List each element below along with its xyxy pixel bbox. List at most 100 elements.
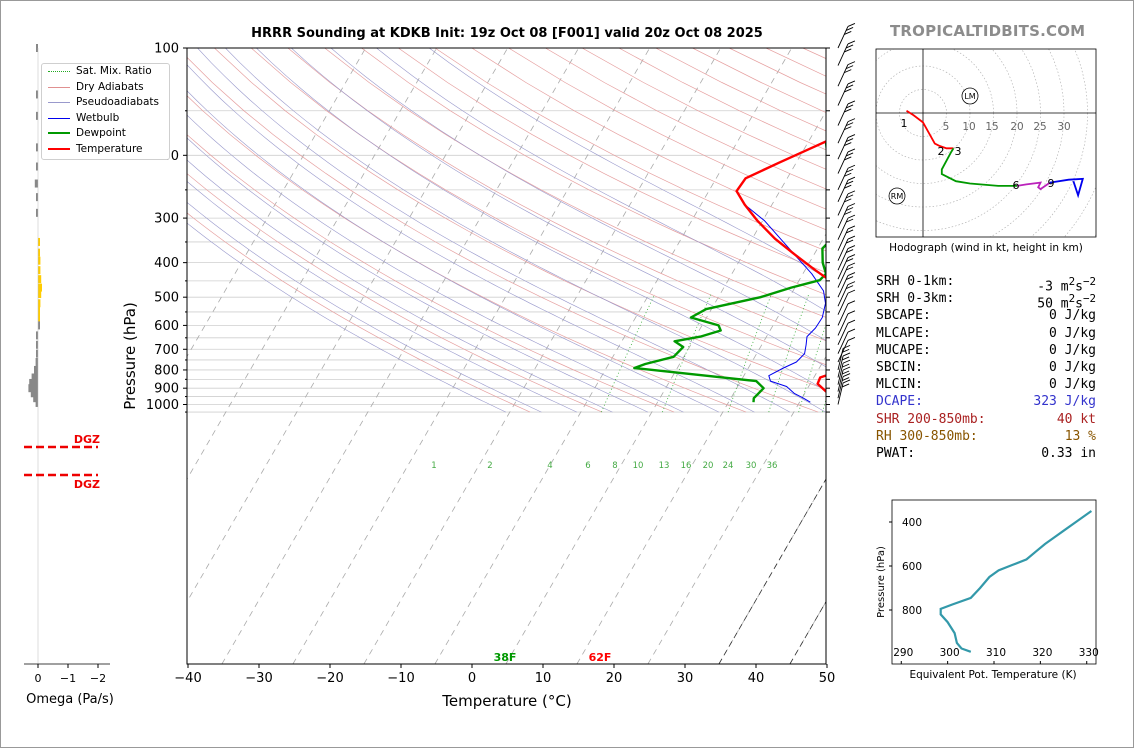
storm-motion-marker — [961, 87, 979, 105]
omega-bar — [29, 378, 38, 387]
wind-barb-flag — [847, 214, 856, 219]
wind-barb-flag — [844, 142, 852, 146]
omega-bar — [38, 266, 41, 275]
wind-barb-flag — [844, 108, 852, 113]
stat-row: SBCIN: 0 J/kg — [876, 359, 1096, 375]
omega-bar — [36, 143, 38, 152]
omega-bar — [38, 248, 40, 257]
theta-e-frame — [891, 499, 1097, 665]
hodograph-ring-label: 30 — [1057, 121, 1070, 133]
mixing-ratio-label: 8 — [612, 461, 617, 471]
wind-barb — [837, 206, 849, 229]
wind-barb — [837, 64, 849, 87]
wind-barb-flag — [845, 285, 854, 290]
y-tick-label: 600 — [154, 319, 179, 334]
wind-barb-flag — [841, 383, 850, 388]
pseudoadiabat — [291, 48, 826, 368]
x-tick-label: −30 — [245, 671, 272, 686]
wind-barb-flag — [842, 379, 851, 384]
wind-barb-flag — [841, 363, 850, 368]
wind-barb-flag — [842, 344, 851, 349]
theta-e-y-tick-label: 800 — [902, 605, 922, 617]
wind-barb — [837, 303, 849, 326]
mixing-ratio-label: 4 — [547, 461, 552, 471]
wind-barb — [837, 26, 849, 49]
pseudoadiabat — [187, 222, 507, 413]
omega-bar — [38, 283, 42, 292]
wetbulb-line — [744, 204, 826, 403]
wind-barb-flag — [844, 198, 852, 203]
dry-adiabat — [398, 48, 826, 273]
mixing-ratio-label: 2 — [487, 461, 492, 471]
dry-adiabat — [187, 212, 531, 413]
dry-adiabat — [361, 48, 826, 296]
dry-adiabat — [187, 173, 603, 413]
isotherm — [187, 48, 509, 603]
wind-barb-flag — [847, 254, 856, 258]
dewpoint-line — [633, 139, 826, 403]
hodograph-trace — [940, 147, 1017, 187]
wind-barb — [837, 83, 849, 106]
wind-barb-flag — [847, 281, 856, 286]
wind-barb-flag — [847, 40, 856, 45]
pseudoadiabat — [429, 48, 826, 279]
wind-barb-flag — [842, 359, 851, 364]
hodograph-height-label: 9 — [1048, 177, 1055, 190]
wind-barb-flag — [847, 134, 856, 138]
dry-adiabat — [250, 48, 826, 366]
legend-item-dewpoint: Dewpoint — [42, 126, 169, 142]
pseudoadiabat — [225, 48, 826, 413]
pseudoadiabat — [187, 180, 578, 413]
wind-barb-flag — [845, 152, 854, 157]
theta-e-x-tick-label: 300 — [940, 647, 960, 659]
wind-barb-flag — [845, 104, 854, 109]
pseudoadiabat — [187, 114, 684, 413]
wind-barb-flag — [845, 122, 854, 127]
chart-legend: Sat. Mix. Ratio Dry Adiabats Pseudoadiab… — [41, 63, 170, 160]
omega-x-tick-label: −1 — [60, 672, 76, 685]
dry-adiabat — [187, 134, 675, 413]
theta-e-x-tick-label: 330 — [1079, 647, 1099, 659]
dgz-label-top: DGZ — [74, 433, 100, 446]
hodograph-ring-label: 25 — [1033, 121, 1046, 133]
wind-barb — [837, 103, 849, 126]
omega-bar — [35, 358, 38, 367]
y-tick-label: 1000 — [146, 398, 179, 413]
omega-bar — [28, 384, 38, 393]
wind-barb-flag — [847, 310, 856, 315]
hodograph-height-label: 6 — [1013, 179, 1020, 192]
omega-bar — [36, 193, 38, 202]
omega-bar — [31, 373, 38, 382]
wind-barb-flag — [844, 88, 852, 93]
wind-barb-flag — [847, 80, 856, 85]
wind-barb-flag — [845, 218, 854, 223]
wind-barb-flag — [847, 262, 856, 267]
omega-bar — [36, 349, 38, 358]
surface-dewpoint-annotation: 38F — [494, 651, 517, 664]
x-tick-label: −10 — [387, 671, 414, 686]
y-tick-label: 100 — [154, 42, 179, 57]
x-tick-label: 10 — [535, 671, 552, 686]
isotherm — [505, 110, 826, 664]
hodograph-frame — [875, 48, 1097, 238]
pseudoadiabat — [330, 48, 826, 341]
wind-barb-flag — [847, 118, 856, 123]
omega-bar — [35, 398, 38, 407]
hodograph-ring-label: 5 — [943, 121, 950, 133]
x-tick-label: 0 — [468, 671, 476, 686]
omega-bar — [34, 365, 38, 374]
stat-row: SBCAPE: 0 J/kg — [876, 308, 1096, 324]
wind-barb — [837, 179, 849, 202]
wind-barb-flag — [844, 69, 852, 74]
wind-barb — [837, 292, 849, 315]
wind-barb-flag — [842, 373, 851, 377]
y-tick-label: 300 — [154, 212, 179, 227]
storm-motion-marker — [888, 187, 906, 205]
omega-bar — [38, 256, 41, 265]
storm-motion-label: LM — [964, 92, 975, 101]
y-tick-label: 900 — [154, 382, 179, 397]
wind-barb-flag — [847, 176, 856, 181]
wind-barb-flag — [847, 289, 856, 294]
wind-barb-flag — [845, 249, 854, 254]
